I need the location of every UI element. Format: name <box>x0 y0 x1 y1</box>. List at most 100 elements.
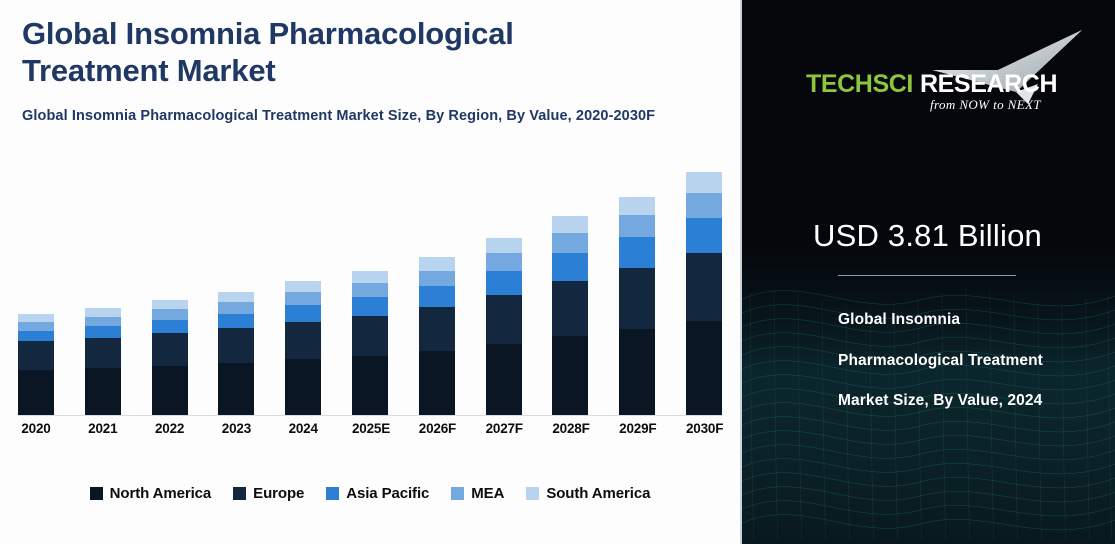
panel-divider <box>740 0 742 544</box>
bar-stack <box>285 280 322 415</box>
bar-segment <box>151 365 188 415</box>
legend-label: Asia Pacific <box>346 485 430 502</box>
bar-stack <box>218 291 255 415</box>
bars-row <box>18 168 722 415</box>
bar-segment <box>218 328 255 363</box>
bar-segment <box>485 252 522 271</box>
x-axis-label: 2028F <box>552 421 590 436</box>
bar-segment <box>351 355 388 415</box>
bar-segment <box>685 320 722 415</box>
legend-item[interactable]: North America <box>89 485 212 502</box>
bar-segment <box>685 217 722 254</box>
legend-swatch-icon <box>526 487 540 500</box>
bar-segment <box>218 291 255 302</box>
bar-segment <box>619 268 656 330</box>
bar-stack <box>351 271 388 415</box>
svg-text:from NOW to NEXT: from NOW to NEXT <box>930 97 1041 112</box>
title-block: Global Insomnia Pharmacological Treatmen… <box>22 16 722 130</box>
legend-swatch-icon <box>326 487 340 500</box>
bar-segment <box>685 253 722 321</box>
bar-segment <box>619 329 656 415</box>
legend-label: MEA <box>471 485 505 502</box>
bar-segment <box>84 337 121 369</box>
bar-segment <box>485 344 522 415</box>
bar-segment <box>619 237 656 269</box>
bar-segment <box>285 292 322 305</box>
bar-segment <box>418 270 455 287</box>
page-title: Global Insomnia Pharmacological Treatmen… <box>22 16 514 88</box>
bar-segment <box>285 280 322 293</box>
x-axis-label: 2026F <box>418 421 457 436</box>
bar-segment <box>84 368 121 415</box>
bar-segment <box>619 215 656 238</box>
bar-column[interactable] <box>685 172 722 415</box>
bar-column[interactable] <box>84 308 121 415</box>
bar-segment <box>485 294 522 345</box>
legend-item[interactable]: MEA <box>451 485 504 502</box>
bar-segment <box>218 362 255 415</box>
legend-label: North America <box>109 485 212 502</box>
x-axis-label: 2020 <box>21 421 51 436</box>
bar-column[interactable] <box>218 291 255 415</box>
market-value-caption: Global Insomnia Pharmacological Treatmen… <box>838 311 1043 410</box>
techsci-research-logo-icon: TECHSCI RESEARCH from NOW to NEXT <box>806 30 1082 112</box>
bar-segment <box>485 237 522 253</box>
bar-stack <box>552 215 589 415</box>
bar-stack <box>619 196 656 415</box>
bar-segment <box>84 308 121 317</box>
legend-swatch-icon <box>233 487 247 500</box>
bar-column[interactable] <box>418 257 455 415</box>
svg-text:TECHSCI: TECHSCI <box>806 70 913 98</box>
bar-segment <box>552 215 589 234</box>
bar-segment <box>218 301 255 314</box>
bar-segment <box>418 351 455 415</box>
market-value: USD 3.81 Billion <box>813 218 1042 253</box>
bar-stack <box>18 314 54 415</box>
bar-segment <box>418 307 455 352</box>
bar-segment <box>18 314 54 323</box>
bar-column[interactable] <box>485 237 522 415</box>
wave-mesh-background <box>740 230 1115 544</box>
bar-segment <box>218 313 255 329</box>
bar-segment <box>18 322 54 332</box>
bar-segment <box>552 252 589 281</box>
bar-segment <box>151 332 188 366</box>
x-axis-label: 2030F <box>685 421 724 436</box>
bar-segment <box>351 283 388 298</box>
x-axis-line <box>18 415 722 416</box>
bar-segment <box>84 316 121 327</box>
bar-segment <box>351 315 388 356</box>
bar-column[interactable] <box>351 271 388 415</box>
x-axis-labels: 2020 2021 2022 2023 2024 2025E 2026F 2027F 2028F… <box>18 421 724 436</box>
legend-item[interactable]: Europe <box>233 485 304 502</box>
bar-column[interactable] <box>619 196 656 415</box>
legend-label: South America <box>546 485 651 502</box>
bar-segment <box>18 331 54 342</box>
bar-segment <box>685 193 722 218</box>
bar-stack <box>485 237 522 415</box>
bar-segment <box>418 286 455 308</box>
panel-rule-divider <box>838 275 1016 276</box>
legend-item[interactable]: South America <box>526 485 650 502</box>
legend-item[interactable]: Asia Pacific <box>326 485 429 502</box>
bar-segment <box>84 326 121 338</box>
bar-column[interactable] <box>151 299 188 415</box>
plot-area <box>18 168 722 416</box>
bar-segment <box>685 172 722 194</box>
bar-segment <box>285 304 322 322</box>
bar-column[interactable] <box>18 314 54 415</box>
x-axis-label: 2022 <box>154 421 185 436</box>
bar-segment <box>552 233 589 253</box>
x-axis-label: 2023 <box>221 421 251 436</box>
bar-stack <box>151 299 188 415</box>
bar-column[interactable] <box>285 280 322 415</box>
bar-column[interactable] <box>552 215 589 415</box>
x-axis-label: 2024 <box>288 421 318 436</box>
chart-subtitle: Global Insomnia Pharmacological Treatmen… <box>22 108 656 125</box>
x-axis-label: 2021 <box>88 421 118 436</box>
legend-swatch-icon <box>451 487 465 500</box>
svg-text:RESEARCH: RESEARCH <box>920 70 1057 98</box>
bar-segment <box>351 271 388 284</box>
x-axis-label: 2029F <box>619 421 657 436</box>
logo: TECHSCI RESEARCH from NOW to NEXT <box>740 26 1115 118</box>
